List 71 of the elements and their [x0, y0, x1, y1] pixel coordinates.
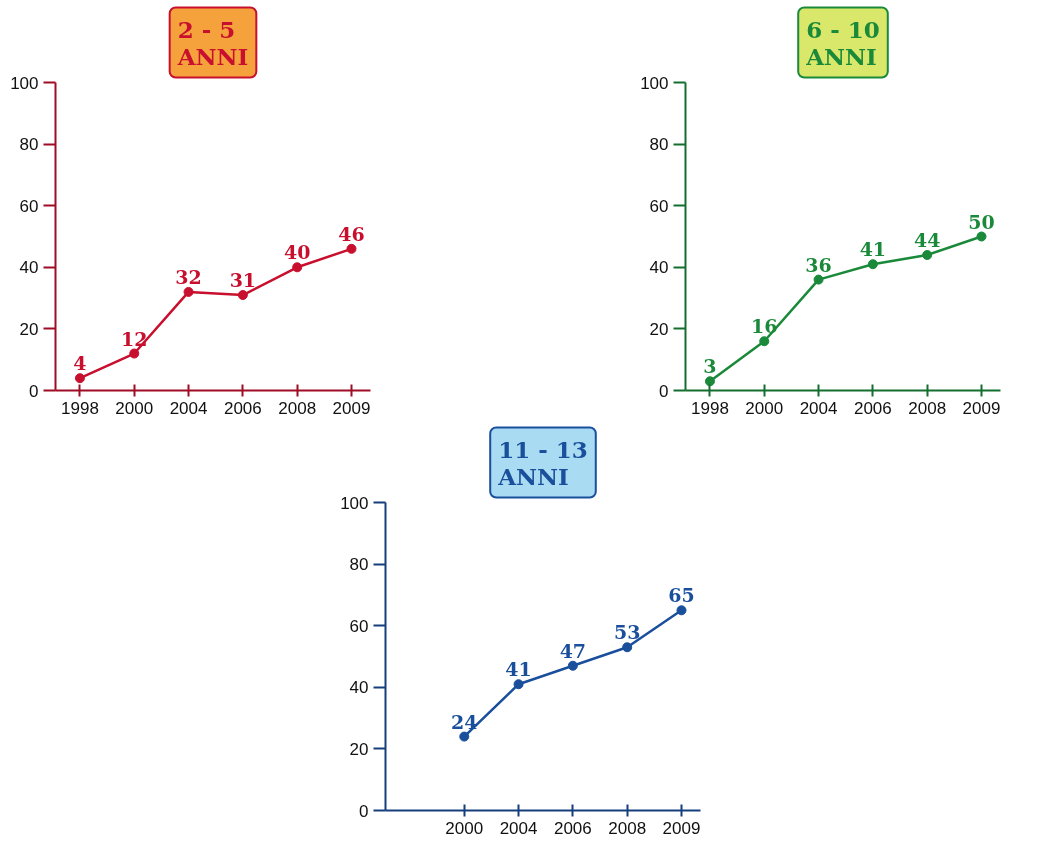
y-tick-label: 40 — [19, 258, 39, 278]
point — [867, 259, 878, 270]
data-label: 41 — [859, 238, 887, 261]
y-tick-label: 100 — [640, 73, 669, 93]
point — [459, 731, 470, 742]
x-tick-label: 2008 — [908, 398, 947, 418]
point — [676, 605, 687, 616]
y-tick-label: 80 — [19, 135, 39, 155]
data-label: 44 — [913, 228, 941, 251]
point — [183, 286, 194, 297]
data-label: 46 — [338, 222, 365, 245]
y-tick-label: 20 — [349, 739, 369, 759]
point — [759, 336, 770, 347]
point — [704, 376, 715, 387]
x-tick-label: 2009 — [962, 398, 1001, 418]
x-tick-label: 2006 — [853, 398, 892, 418]
x-tick-label: 2008 — [608, 818, 647, 838]
y-tick-label: 100 — [340, 493, 369, 513]
y-tick-label: 20 — [19, 319, 39, 339]
y-tick-label: 0 — [659, 381, 669, 401]
chart-title: 6 - 10 ANNI — [805, 15, 880, 70]
x-tick-label: 2009 — [662, 818, 701, 838]
y-tick-label: 40 — [349, 678, 369, 698]
x-tick-label: 2008 — [278, 398, 317, 418]
data-label: 53 — [613, 621, 641, 644]
x-tick-label: 1998 — [61, 398, 99, 418]
chart-title: 11 - 13 ANNI — [497, 435, 588, 490]
y-tick-label: 60 — [649, 196, 669, 216]
x-tick-label: 1998 — [691, 398, 729, 418]
y-tick-label: 0 — [359, 801, 369, 821]
data-label: 65 — [668, 584, 695, 607]
chart-title: 2 - 5 ANNI — [176, 15, 249, 70]
x-tick-label: 2004 — [169, 398, 208, 418]
data-label: 12 — [121, 327, 148, 350]
x-tick-label: 2009 — [332, 398, 371, 418]
x-tick-label: 2006 — [553, 818, 592, 838]
y-tick-label: 100 — [10, 73, 39, 93]
point — [237, 290, 248, 301]
point — [513, 679, 524, 690]
y-tick-label: 40 — [649, 258, 669, 278]
point — [567, 660, 578, 671]
point — [813, 274, 824, 285]
point — [74, 373, 85, 384]
data-label: 36 — [805, 253, 832, 276]
data-label: 47 — [559, 639, 587, 662]
point — [129, 348, 140, 359]
x-tick-label: 2000 — [745, 398, 784, 418]
x-tick-label: 2004 — [799, 398, 838, 418]
data-label: 40 — [283, 241, 311, 264]
point — [292, 262, 303, 273]
y-tick-label: 80 — [649, 135, 669, 155]
data-label: 3 — [703, 355, 717, 378]
point — [622, 642, 633, 653]
x-tick-label: 2000 — [115, 398, 154, 418]
y-tick-label: 80 — [349, 555, 369, 575]
data-label: 24 — [451, 710, 478, 733]
x-tick-label: 2006 — [223, 398, 262, 418]
data-label: 50 — [968, 210, 995, 233]
data-label: 32 — [175, 265, 202, 288]
point — [976, 231, 987, 242]
y-tick-label: 60 — [349, 616, 369, 636]
x-tick-label: 2004 — [499, 818, 538, 838]
y-tick-label: 60 — [19, 196, 39, 216]
y-tick-label: 0 — [29, 381, 39, 401]
point — [346, 243, 357, 254]
data-label: 31 — [229, 269, 257, 292]
data-label: 4 — [73, 352, 87, 375]
point — [922, 249, 933, 260]
y-tick-label: 20 — [649, 319, 669, 339]
x-tick-label: 2000 — [445, 818, 484, 838]
data-label: 41 — [505, 658, 532, 681]
